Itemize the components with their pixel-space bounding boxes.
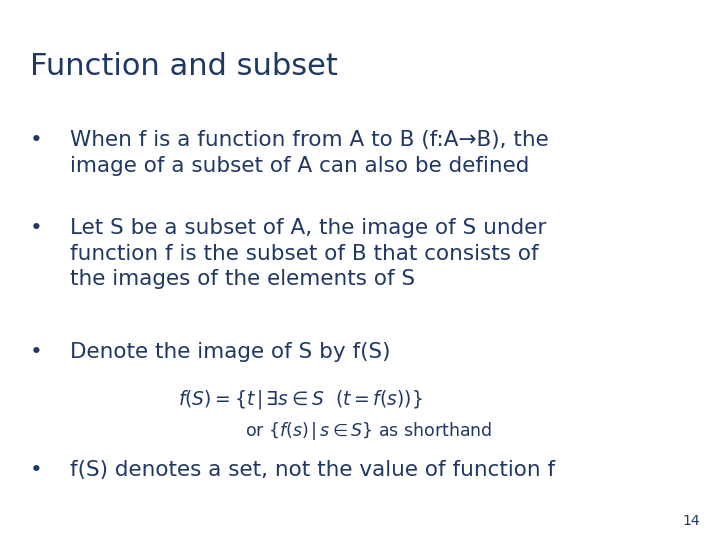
Text: Function and subset: Function and subset — [30, 52, 338, 81]
Text: When f is a function from A to B (f:A→B), the
image of a subset of A can also be: When f is a function from A to B (f:A→B)… — [70, 130, 549, 176]
Text: Let S be a subset of A, the image of S under
function f is the subset of B that : Let S be a subset of A, the image of S u… — [70, 218, 546, 289]
Text: $f(S) = \{t\,|\,\exists s \in S\ \ (t = f(s))\}$: $f(S) = \{t\,|\,\exists s \in S\ \ (t = … — [178, 388, 423, 411]
Text: •: • — [30, 218, 42, 238]
Text: or $\{f(s)\,|\,s \in S\}$ as shorthand: or $\{f(s)\,|\,s \in S\}$ as shorthand — [245, 420, 492, 442]
Text: 14: 14 — [683, 514, 700, 528]
Text: Denote the image of S by f(S): Denote the image of S by f(S) — [70, 342, 390, 362]
Text: •: • — [30, 130, 42, 150]
Text: •: • — [30, 460, 42, 480]
Text: •: • — [30, 342, 42, 362]
Text: f(S) denotes a set, not the value of function f: f(S) denotes a set, not the value of fun… — [70, 460, 555, 480]
